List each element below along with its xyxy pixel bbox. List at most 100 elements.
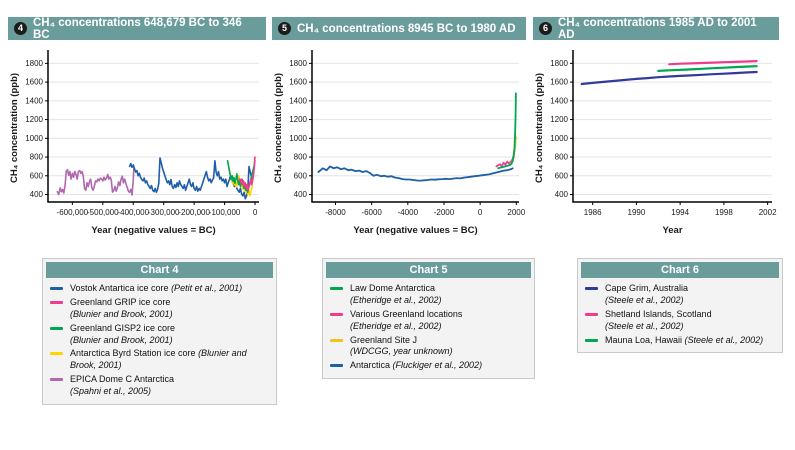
chart6-legend-title: Chart 6 bbox=[581, 262, 779, 278]
chart4-number-badge-icon: 4 bbox=[14, 22, 27, 35]
legend-label: Antarctica (Fluckiger et al., 2002) bbox=[350, 360, 483, 371]
chart6-title: CH₄ concentrations 1985 AD to 2001 AD bbox=[558, 16, 757, 41]
svg-text:1998: 1998 bbox=[715, 208, 733, 217]
svg-text:400: 400 bbox=[294, 190, 308, 199]
legend-item: Law Dome Antarctica (Etheridge et al., 20… bbox=[323, 281, 534, 307]
svg-text:1600: 1600 bbox=[289, 78, 307, 87]
legend-label: Shetland Islands, Scotland (Steele et al.… bbox=[605, 308, 712, 331]
legend-item: Antarctica (Fluckiger et al., 2002) bbox=[323, 358, 534, 372]
svg-text:800: 800 bbox=[555, 153, 569, 162]
svg-text:CH₄ concentration (ppb): CH₄ concentration (ppb) bbox=[273, 73, 284, 183]
legend-item: Antarctica Byrd Station ice core (Blunie… bbox=[43, 346, 276, 372]
svg-text:1200: 1200 bbox=[25, 115, 43, 124]
svg-text:400: 400 bbox=[555, 190, 569, 199]
chart6-header: 6 CH₄ concentrations 1985 AD to 2001 AD bbox=[533, 16, 779, 41]
legend-swatch-icon bbox=[50, 300, 63, 304]
svg-text:CH₄ concentration (ppb): CH₄ concentration (ppb) bbox=[9, 73, 20, 183]
legend-swatch-icon bbox=[50, 287, 63, 290]
svg-text:600: 600 bbox=[30, 171, 44, 180]
legend-label: EPICA Dome C Antarctica (Spahni et al., 2… bbox=[70, 374, 175, 396]
legend-label: Mauna Loa, Hawaii (Steele et al., 2002) bbox=[605, 334, 764, 345]
legend-swatch-icon bbox=[330, 338, 343, 342]
chart4-legend-items: Vostok Antartica ice core (Petit et al.,… bbox=[43, 281, 276, 398]
svg-text:-100,000: -100,000 bbox=[209, 208, 241, 217]
chart4-legend-title: Chart 4 bbox=[46, 262, 273, 278]
svg-text:600: 600 bbox=[555, 171, 569, 180]
svg-text:-200,000: -200,000 bbox=[178, 208, 210, 217]
svg-text:1800: 1800 bbox=[289, 59, 307, 68]
svg-text:-300,000: -300,000 bbox=[148, 208, 180, 217]
svg-text:-6000: -6000 bbox=[361, 208, 382, 217]
svg-text:1800: 1800 bbox=[25, 59, 43, 68]
svg-text:0: 0 bbox=[478, 208, 483, 217]
svg-text:600: 600 bbox=[294, 171, 308, 180]
legend-swatch-icon bbox=[330, 364, 343, 368]
chart6-legend-items: Cape Grim, Australia (Steele et al., 2002… bbox=[578, 281, 782, 346]
svg-text:1200: 1200 bbox=[550, 115, 568, 124]
chart5-plot: 400 600 800 1000 1200 1400 1600 1800 -8000 -6000 -… bbox=[273, 50, 526, 236]
chart6-panel: 6 CH₄ concentrations 1985 AD to 2001 AD … bbox=[533, 17, 779, 244]
svg-text:2002: 2002 bbox=[759, 208, 777, 217]
legend-item: Various Greenland locations (Etheridge et… bbox=[323, 307, 534, 333]
chart5-header: 5 CH₄ concentrations 8945 BC to 1980 AD bbox=[272, 17, 526, 40]
legend-swatch-icon bbox=[585, 287, 598, 290]
svg-text:-4000: -4000 bbox=[398, 208, 419, 217]
legend-item: Shetland Islands, Scotland (Steele et al.… bbox=[578, 307, 782, 333]
svg-text:1000: 1000 bbox=[550, 134, 568, 143]
svg-text:1600: 1600 bbox=[25, 78, 43, 87]
legend-swatch-icon bbox=[330, 287, 343, 290]
chart5-panel: 5 CH₄ concentrations 8945 BC to 1980 AD … bbox=[272, 17, 526, 244]
legend-swatch-icon bbox=[50, 352, 63, 356]
legend-label: Greenland Site J (WDCGG, year unknown) bbox=[350, 334, 453, 357]
svg-text:1000: 1000 bbox=[25, 134, 43, 143]
legend-item: Greenland Site J (WDCGG, year unknown) bbox=[323, 333, 534, 359]
chart6-plot: 400 600 800 1000 1200 1400 1600 1800 1986 1990 199… bbox=[534, 50, 777, 236]
chart4-header: 4 CH₄ concentrations 648,679 BC to 346 B… bbox=[8, 16, 266, 41]
svg-text:2000: 2000 bbox=[507, 208, 525, 217]
legend-swatch-icon bbox=[585, 312, 598, 316]
svg-text:Year (negative values = BC): Year (negative values = BC) bbox=[353, 225, 477, 236]
svg-text:800: 800 bbox=[294, 153, 308, 162]
svg-text:1990: 1990 bbox=[628, 208, 646, 217]
svg-text:-2000: -2000 bbox=[434, 208, 455, 217]
svg-text:1400: 1400 bbox=[289, 96, 307, 105]
legend-swatch-icon bbox=[50, 326, 63, 330]
svg-text:-400,000: -400,000 bbox=[117, 208, 149, 217]
chart4-legend: Chart 4 Vostok Antartica ice core (Petit… bbox=[42, 258, 277, 405]
svg-text:Year (negative values = BC): Year (negative values = BC) bbox=[91, 225, 215, 236]
svg-text:1400: 1400 bbox=[550, 96, 568, 105]
chart5-legend: Chart 5 Law Dome Antarctica (Etheridge et… bbox=[322, 258, 535, 380]
chart5-legend-items: Law Dome Antarctica (Etheridge et al., 20… bbox=[323, 281, 534, 372]
svg-text:-600,000: -600,000 bbox=[57, 208, 89, 217]
legend-label: Various Greenland locations (Etheridge et… bbox=[350, 308, 463, 331]
svg-text:0: 0 bbox=[253, 208, 258, 217]
svg-text:1400: 1400 bbox=[25, 96, 43, 105]
svg-text:1200: 1200 bbox=[289, 115, 307, 124]
legend-swatch-icon bbox=[585, 338, 598, 342]
chart4-title: CH₄ concentrations 648,679 BC to 346 BC bbox=[33, 16, 242, 41]
svg-text:800: 800 bbox=[30, 153, 44, 162]
chart5-number-badge-icon: 5 bbox=[278, 22, 291, 35]
svg-text:1600: 1600 bbox=[550, 78, 568, 87]
legend-item: Cape Grim, Australia (Steele et al., 2002… bbox=[578, 281, 782, 307]
svg-text:400: 400 bbox=[30, 190, 44, 199]
svg-text:1994: 1994 bbox=[671, 208, 689, 217]
svg-text:Year: Year bbox=[662, 225, 682, 236]
legend-label: Antarctica Byrd Station ice core (Blunie… bbox=[70, 348, 247, 371]
legend-label: Vostok Antartica ice core (Petit et al.,… bbox=[70, 283, 243, 293]
svg-text:-500,000: -500,000 bbox=[87, 208, 119, 217]
chart6-legend: Chart 6 Cape Grim, Australia (Steele et a… bbox=[577, 258, 783, 354]
legend-swatch-icon bbox=[50, 378, 63, 382]
svg-text:1000: 1000 bbox=[289, 134, 307, 143]
legend-label: Cape Grim, Australia (Steele et al., 2002… bbox=[605, 283, 689, 305]
chart5-legend-title: Chart 5 bbox=[326, 262, 531, 278]
chart6-number-badge-icon: 6 bbox=[539, 22, 552, 35]
legend-item: Mauna Loa, Hawaii (Steele et al., 2002) bbox=[578, 333, 782, 347]
legend-item: Greenland GRIP ice core (Blunier and Broo… bbox=[43, 295, 276, 321]
svg-text:-8000: -8000 bbox=[325, 208, 346, 217]
chart4-plot: 400 600 800 1000 1200 1400 1600 1800 -600,000-50… bbox=[9, 50, 259, 236]
legend-item: EPICA Dome C Antarctica (Spahni et al., 2… bbox=[43, 372, 276, 398]
legend-item: Vostok Antartica ice core (Petit et al.,… bbox=[43, 281, 276, 295]
legend-label: Greenland GRIP ice core (Blunier and Broo… bbox=[70, 296, 173, 319]
